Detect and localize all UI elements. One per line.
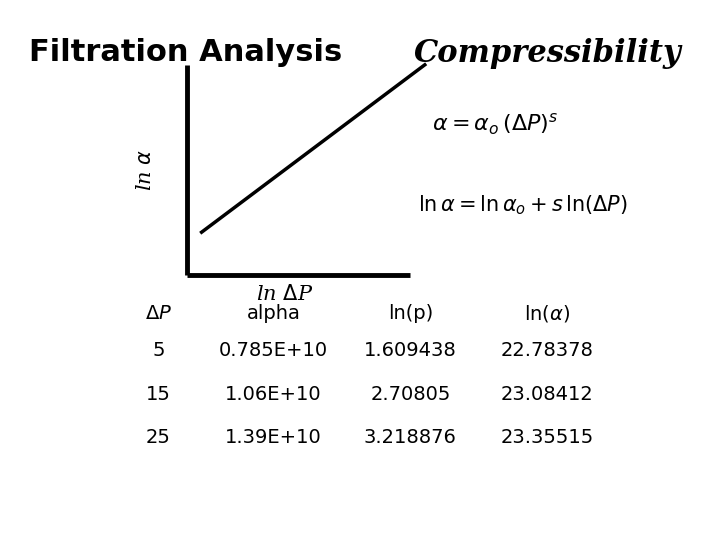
Text: 23.08412: 23.08412 xyxy=(501,384,593,404)
Text: 2.70805: 2.70805 xyxy=(370,384,451,404)
Text: 1.39E+10: 1.39E+10 xyxy=(225,428,322,447)
Text: 5: 5 xyxy=(152,341,165,361)
Text: Compressibility: Compressibility xyxy=(413,38,681,69)
Text: 25: 25 xyxy=(146,428,171,447)
Text: 1.06E+10: 1.06E+10 xyxy=(225,384,322,404)
Text: $\alpha = \alpha_o\,(\Delta P)^s$: $\alpha = \alpha_o\,(\Delta P)^s$ xyxy=(432,111,558,137)
Text: ln $\alpha$: ln $\alpha$ xyxy=(136,149,155,191)
Text: 15: 15 xyxy=(146,384,171,404)
Text: 1.609438: 1.609438 xyxy=(364,341,456,361)
Text: $\Delta P$: $\Delta P$ xyxy=(145,303,172,323)
Text: ln($\alpha$): ln($\alpha$) xyxy=(524,303,570,323)
Text: 22.78378: 22.78378 xyxy=(501,341,593,361)
Text: 23.35515: 23.35515 xyxy=(500,428,594,447)
Text: 3.218876: 3.218876 xyxy=(364,428,456,447)
Text: 0.785E+10: 0.785E+10 xyxy=(219,341,328,361)
Text: $\ln\alpha = \ln\alpha_o + s\,\ln(\Delta P)$: $\ln\alpha = \ln\alpha_o + s\,\ln(\Delta… xyxy=(418,193,627,217)
Text: ln(p): ln(p) xyxy=(388,303,433,323)
Text: alpha: alpha xyxy=(247,303,300,323)
Text: Filtration Analysis: Filtration Analysis xyxy=(29,38,342,67)
Text: ln $\Delta$P: ln $\Delta$P xyxy=(256,284,313,303)
